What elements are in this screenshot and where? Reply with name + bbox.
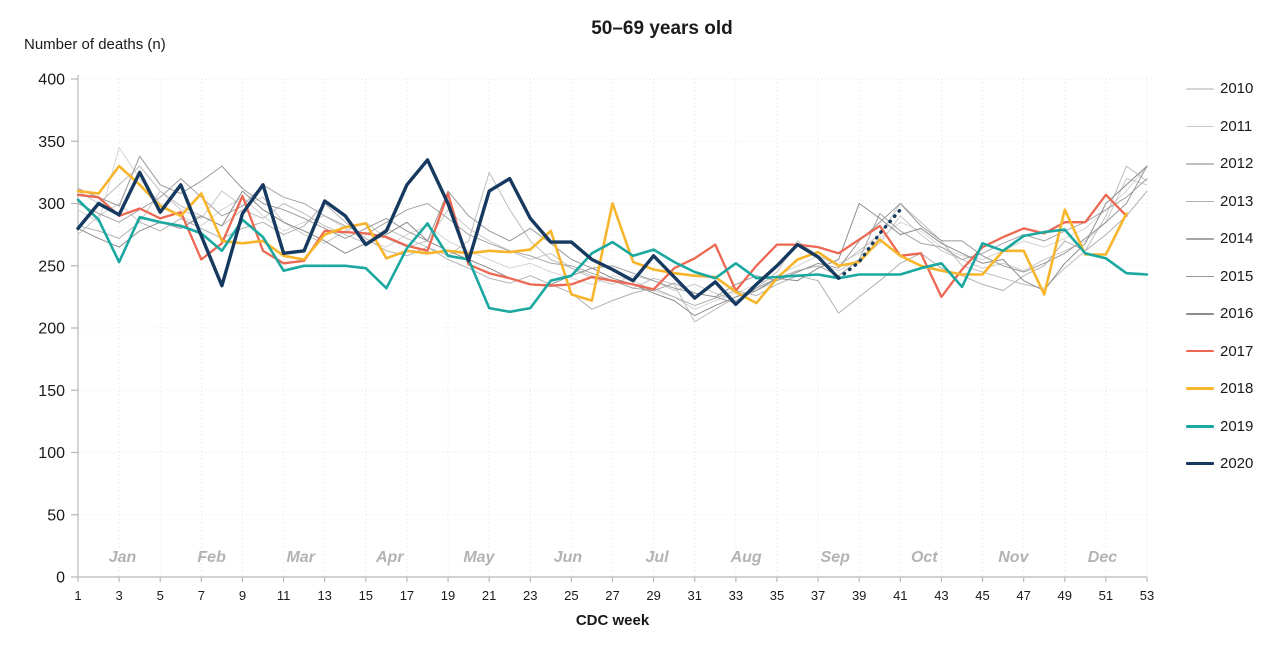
series-line-2017 — [76, 192, 1128, 299]
month-label-jul: Jul — [645, 549, 669, 566]
legend-label-2019: 2019 — [1220, 417, 1254, 435]
series-line-2018 — [76, 164, 1128, 305]
x-tick-label: 19 — [441, 588, 455, 603]
legend-label-2010: 2010 — [1220, 80, 1254, 98]
legend-line-swatch-2012 — [1186, 163, 1214, 165]
x-tick-label: 17 — [400, 588, 414, 603]
x-tick-label: 9 — [239, 588, 246, 603]
series-line-2020 — [76, 158, 841, 306]
month-label-aug: Aug — [730, 549, 762, 566]
x-tick-label: 21 — [482, 588, 496, 603]
x-tick-label: 53 — [1140, 588, 1154, 603]
x-tick-label: 23 — [523, 588, 537, 603]
y-tick-label: 0 — [56, 570, 65, 587]
legend-item-2020: 2020 — [1186, 445, 1285, 483]
x-tick-label: 25 — [564, 588, 578, 603]
legend-item-2015: 2015 — [1186, 258, 1285, 296]
x-tick-label: 15 — [359, 588, 373, 603]
legend-item-2017: 2017 — [1186, 333, 1285, 371]
legend-line-swatch-2014 — [1186, 238, 1214, 240]
legend-line-swatch-2016 — [1186, 313, 1214, 315]
legend-line-swatch-2017 — [1186, 350, 1214, 353]
month-label-dec: Dec — [1088, 549, 1117, 566]
x-tick-label: 11 — [277, 588, 291, 603]
series-line-2013 — [77, 190, 1148, 314]
legend-line-swatch-2015 — [1186, 275, 1214, 277]
y-tick-label: 50 — [47, 507, 65, 524]
legend-item-2016: 2016 — [1186, 295, 1285, 333]
y-tick-label: 300 — [38, 196, 65, 213]
chart-title: 50–69 years old — [591, 18, 733, 39]
y-tick-label: 150 — [38, 383, 65, 400]
series-line-2020-projection-dotted — [836, 207, 902, 280]
legend-label-2017: 2017 — [1220, 342, 1254, 360]
chart-legend: 2010 2011 2012 2013 2014 2015 2016 2017 2018 2019… — [1186, 70, 1285, 483]
month-label-oct: Oct — [911, 549, 938, 566]
legend-item-2019: 2019 — [1186, 408, 1285, 446]
month-label-sep: Sep — [821, 549, 851, 566]
legend-label-2013: 2013 — [1220, 192, 1254, 210]
legend-line-swatch-2019 — [1186, 424, 1214, 428]
x-tick-label: 7 — [198, 588, 205, 603]
x-tick-label: 41 — [893, 588, 907, 603]
month-label-nov: Nov — [998, 549, 1029, 566]
y-tick-label: 400 — [38, 72, 65, 89]
x-tick-label: 39 — [852, 588, 866, 603]
x-tick-label: 5 — [157, 588, 164, 603]
legend-label-2020: 2020 — [1220, 455, 1254, 473]
series-line-2019 — [76, 198, 1149, 314]
series-line-2016 — [77, 165, 1148, 317]
x-tick-label: 51 — [1099, 588, 1113, 603]
legend-item-2011: 2011 — [1186, 108, 1285, 146]
month-label-apr: Apr — [375, 549, 404, 566]
x-tick-label: 45 — [975, 588, 989, 603]
legend-label-2011: 2011 — [1220, 117, 1253, 135]
legend-line-swatch-2011 — [1186, 125, 1214, 127]
x-tick-label: 27 — [605, 588, 619, 603]
legend-line-swatch-2018 — [1186, 387, 1214, 391]
legend-item-2014: 2014 — [1186, 220, 1285, 258]
legend-line-swatch-2013 — [1186, 200, 1214, 202]
x-tick-label: 3 — [115, 588, 122, 603]
legend-item-2010: 2010 — [1186, 70, 1285, 108]
month-label-may: May — [463, 549, 495, 566]
legend-line-swatch-2020 — [1186, 462, 1214, 466]
legend-label-2018: 2018 — [1220, 380, 1254, 398]
x-axis-title: CDC week — [576, 612, 650, 629]
month-label-jun: Jun — [554, 549, 583, 566]
series-line-2015 — [77, 155, 1148, 298]
x-tick-label: 31 — [687, 588, 701, 603]
legend-label-2012: 2012 — [1220, 155, 1254, 173]
x-tick-label: 37 — [811, 588, 825, 603]
x-tick-label: 29 — [646, 588, 660, 603]
month-label-mar: Mar — [286, 549, 315, 566]
x-tick-label: 13 — [317, 588, 331, 603]
y-tick-label: 350 — [38, 134, 65, 151]
y-tick-label: 250 — [38, 258, 65, 275]
x-tick-label: 1 — [74, 588, 81, 603]
y-axis-title: Number of deaths (n) — [24, 36, 166, 53]
legend-label-2016: 2016 — [1220, 305, 1254, 323]
month-label-feb: Feb — [197, 549, 226, 566]
x-tick-label: 49 — [1058, 588, 1072, 603]
legend-line-swatch-2010 — [1186, 88, 1214, 90]
legend-item-2012: 2012 — [1186, 145, 1285, 183]
y-tick-label: 100 — [38, 445, 65, 462]
x-tick-label: 43 — [934, 588, 948, 603]
legend-item-2018: 2018 — [1186, 370, 1285, 408]
y-tick-label: 200 — [38, 321, 65, 338]
month-label-jan: Jan — [109, 549, 137, 566]
legend-label-2015: 2015 — [1220, 267, 1254, 285]
x-tick-label: 47 — [1016, 588, 1030, 603]
legend-label-2014: 2014 — [1220, 230, 1254, 248]
x-tick-label: 33 — [729, 588, 743, 603]
legend-item-2013: 2013 — [1186, 183, 1285, 221]
x-tick-label: 35 — [770, 588, 784, 603]
